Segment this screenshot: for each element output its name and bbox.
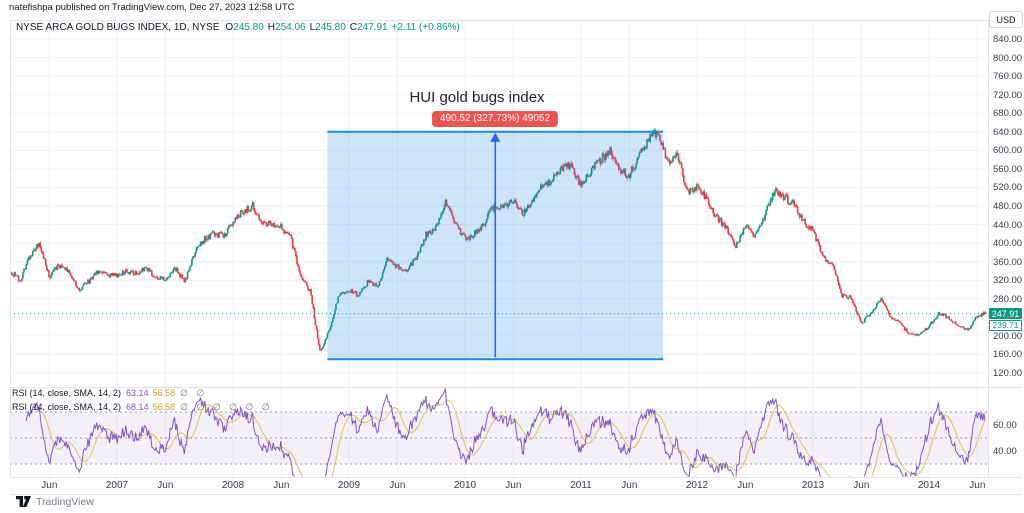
time-axis-tick: 2012 [685, 480, 709, 491]
time-axis-tick: Jun [389, 480, 406, 491]
pane-separator[interactable] [10, 387, 1022, 388]
ohlc-low: L245.80 [309, 22, 346, 33]
rsi-legend[interactable]: RSI (14, close, SMA, 14, 2) 63.14 56.58 ∅ ∅ [12, 388, 207, 399]
rsi-scale-tick: 40.00 [993, 446, 1017, 457]
time-axis-tick: Jun [737, 480, 754, 491]
time-axis-tick: 2010 [453, 480, 477, 491]
secondary-price-badge: 239.71 [989, 319, 1022, 331]
annotation-title: HUI gold bugs index [409, 89, 545, 106]
time-axis-tick: 2007 [105, 480, 129, 491]
rsi-empty-values: ∅ ∅ [180, 388, 208, 398]
measure-region[interactable] [327, 130, 664, 361]
rsi-value: 63.14 [126, 388, 149, 398]
price-scale-tick: 400.00 [993, 238, 1023, 250]
price-scale-tick: 520.00 [993, 182, 1023, 194]
rsi-legend-inner[interactable]: RSI (14, close, SMA, 14, 2) 68.14 56.58 ∅ ∅… [12, 402, 273, 413]
price-scale-tick: 560.00 [993, 163, 1023, 175]
rsi-scale-tick: 60.00 [993, 420, 1017, 431]
symbol-legend[interactable]: NYSE ARCA GOLD BUGS INDEX, 1D, NYSE O245.… [16, 22, 460, 33]
measure-tool-label[interactable]: 490.52 (327.73%) 49052 [431, 111, 559, 127]
price-scale-tick: 800.00 [993, 52, 1023, 64]
time-axis-tick: 2008 [221, 480, 245, 491]
time-axis[interactable]: Jun 2007 Jun 2008 Jun 2009 Jun 2010 Jun 2011 Jun 20… [10, 477, 1022, 495]
last-price-badge: 247.91 [989, 308, 1022, 320]
price-scale-tick: 280.00 [993, 293, 1023, 305]
chart-left-border [10, 20, 11, 477]
rsi-sma-value: 56.58 [152, 388, 176, 398]
footer-branding[interactable]: TradingView [16, 495, 94, 508]
price-scale-tick: 360.00 [993, 256, 1023, 268]
measure-arrow [490, 132, 501, 358]
tradingview-logo-icon [16, 496, 31, 507]
time-axis-tick: Jun [853, 480, 870, 491]
grid-lines [10, 20, 988, 477]
price-scale-tick: 680.00 [993, 108, 1023, 120]
currency-button[interactable]: USD [989, 11, 1023, 28]
time-axis-tick: Jun [621, 480, 638, 491]
price-scale-tick: 200.00 [993, 330, 1023, 342]
price-scale-tick: 760.00 [993, 71, 1023, 83]
price-scale-tick: 640.00 [993, 126, 1023, 138]
candlestick-series [10, 127, 986, 351]
rsi-value: 68.14 [126, 402, 149, 412]
time-axis-tick: 2013 [801, 480, 825, 491]
time-axis-tick: Jun [157, 480, 174, 491]
price-change: +2.11 (+0.86%) [391, 22, 460, 33]
price-scale-tick: 480.00 [993, 201, 1023, 212]
time-axis-tick: 2011 [570, 480, 592, 491]
symbol-title[interactable]: NYSE ARCA GOLD BUGS INDEX, 1D, NYSE [16, 22, 220, 33]
attribution-text: natefishpa published on TradingView.com,… [9, 2, 295, 13]
time-axis-tick: Jun [41, 480, 58, 491]
time-axis-tick: Jun [505, 480, 522, 491]
price-scale-tick: 120.00 [993, 368, 1023, 379]
ohlc-high: H254.06 [267, 22, 306, 33]
price-scale-tick: 600.00 [993, 145, 1023, 157]
time-axis-tick: Jun [969, 480, 986, 491]
ohlc-open: O245.80 [225, 22, 264, 33]
price-scale-tick: 840.00 [993, 34, 1023, 45]
rsi-empty-values: ∅ ∅ ∅ ∅ ∅ ∅ [180, 402, 273, 412]
price-scale-tick: 320.00 [993, 275, 1023, 287]
rsi-legend-name[interactable]: RSI (14, close, SMA, 14, 2) [12, 388, 122, 398]
time-axis-tick: Jun [273, 480, 290, 491]
price-scale-tick: 160.00 [993, 349, 1023, 361]
rsi-legend-name[interactable]: RSI (14, close, SMA, 14, 2) [12, 402, 122, 412]
price-scale[interactable]: 840.00 800.00 760.00 720.00 680.00 640.00 600.… [988, 20, 1024, 477]
price-scale-tick: 720.00 [993, 89, 1023, 101]
price-scale-tick: 440.00 [993, 219, 1023, 231]
brand-text: TradingView [36, 495, 94, 508]
time-axis-tick: 2014 [917, 480, 941, 491]
time-axis-tick: 2009 [337, 480, 361, 491]
rsi-series [25, 388, 986, 477]
rsi-sma-value: 56.58 [152, 402, 176, 412]
ohlc-close: C247.91 [349, 22, 388, 33]
chart-top-border [10, 20, 1022, 21]
